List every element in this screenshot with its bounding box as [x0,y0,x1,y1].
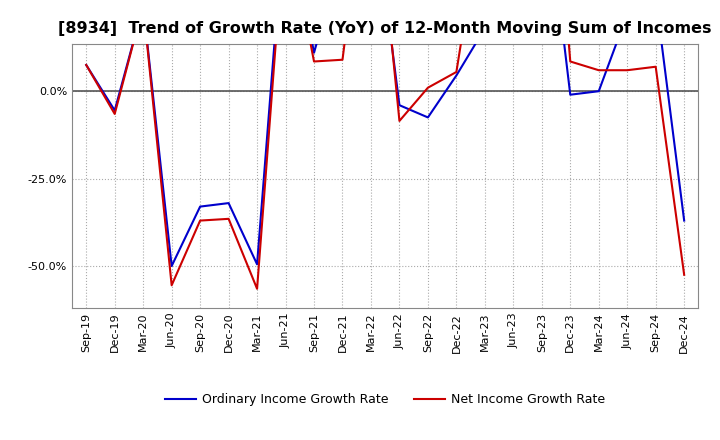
Net Income Growth Rate [452,70,461,75]
Net Income Growth Rate [310,59,318,64]
Net Income Growth Rate [623,68,631,73]
Net Income Growth Rate [338,57,347,62]
Ordinary Income Growth Rate [423,115,432,120]
Legend: Ordinary Income Growth Rate, Net Income Growth Rate: Ordinary Income Growth Rate, Net Income … [160,388,611,411]
Ordinary Income Growth Rate [395,103,404,108]
Net Income Growth Rate [595,68,603,73]
Net Income Growth Rate [139,3,148,8]
Ordinary Income Growth Rate [595,88,603,94]
Ordinary Income Growth Rate [196,204,204,209]
Ordinary Income Growth Rate [509,34,518,40]
Ordinary Income Growth Rate [480,26,489,31]
Line: Net Income Growth Rate: Net Income Growth Rate [86,0,684,289]
Net Income Growth Rate [566,59,575,64]
Net Income Growth Rate [253,286,261,291]
Ordinary Income Growth Rate [139,3,148,8]
Net Income Growth Rate [680,272,688,278]
Net Income Growth Rate [652,64,660,70]
Net Income Growth Rate [225,216,233,221]
Net Income Growth Rate [167,282,176,288]
Ordinary Income Growth Rate [225,201,233,206]
Net Income Growth Rate [196,218,204,223]
Ordinary Income Growth Rate [110,108,119,113]
Line: Ordinary Income Growth Rate: Ordinary Income Growth Rate [86,0,684,266]
Ordinary Income Growth Rate [623,11,631,17]
Title: [8934]  Trend of Growth Rate (YoY) of 12-Month Moving Sum of Incomes: [8934] Trend of Growth Rate (YoY) of 12-… [58,21,712,36]
Net Income Growth Rate [423,85,432,90]
Net Income Growth Rate [82,62,91,68]
Net Income Growth Rate [110,111,119,117]
Ordinary Income Growth Rate [310,50,318,55]
Ordinary Income Growth Rate [253,262,261,267]
Ordinary Income Growth Rate [680,218,688,223]
Ordinary Income Growth Rate [452,73,461,78]
Ordinary Income Growth Rate [167,264,176,269]
Ordinary Income Growth Rate [566,92,575,97]
Net Income Growth Rate [395,118,404,124]
Ordinary Income Growth Rate [82,62,91,68]
